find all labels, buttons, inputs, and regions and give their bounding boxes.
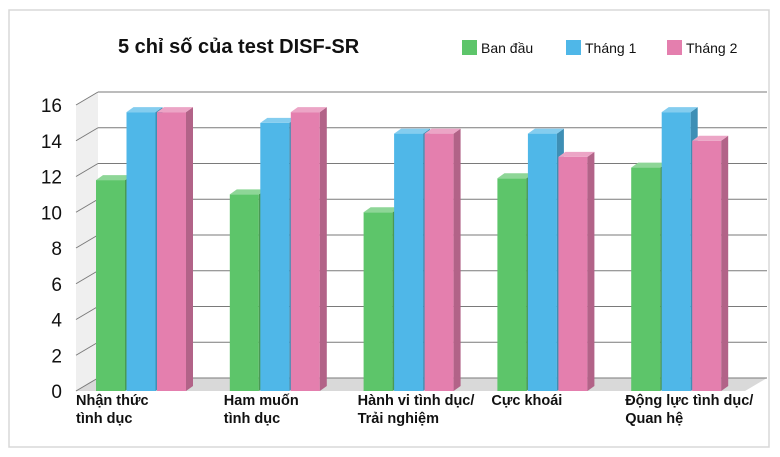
y-tick-label: 10 (41, 203, 62, 224)
x-tick-label: Nhận thức tình dục (76, 393, 149, 427)
bar-front (394, 133, 424, 391)
bar-top (661, 107, 698, 113)
legend-label: Tháng 2 (686, 40, 738, 56)
y-tick-label: 0 (51, 382, 62, 403)
x-tick-label: Động lực tình dục/Quan hệ (625, 393, 753, 427)
bar-top (96, 175, 132, 181)
x-tick-label: Ham muốn tình dục (224, 393, 299, 427)
y-tick-label: 12 (41, 168, 62, 189)
bar (290, 107, 327, 392)
bar-front (96, 180, 125, 391)
x-tick-label-line: Trải nghiệm (358, 411, 439, 427)
y-tick-label: 8 (51, 239, 62, 260)
bar-top (394, 128, 431, 134)
x-tick-label-line: tình dục (224, 411, 280, 427)
legend-label: Tháng 1 (585, 40, 637, 56)
bar-side (186, 107, 193, 392)
gridline-depth (75, 306, 99, 320)
gridline-depth (75, 127, 99, 142)
y-tick-label: 16 (41, 96, 62, 117)
bar-side (587, 151, 595, 391)
bar-front (290, 112, 320, 392)
x-tick-label: Hành vi tình dục/Trải nghiệm (358, 393, 475, 427)
bar (157, 107, 193, 392)
bar-front (424, 133, 454, 391)
bar-front (229, 194, 259, 391)
bar-top (363, 207, 400, 213)
legend: Ban đầu Tháng 1 Tháng 2 (462, 40, 738, 56)
bar (363, 207, 400, 391)
bar-top (157, 107, 193, 113)
legend-swatch (566, 40, 581, 55)
gridline-depth (75, 377, 99, 392)
y-tick-label: 14 (41, 132, 63, 153)
x-tick-label-line: Động lực tình dục/ (625, 393, 753, 409)
bar-top (558, 151, 595, 157)
bar-front (692, 140, 722, 391)
gridline-depth (75, 341, 99, 356)
legend-item: Tháng 2 (667, 40, 738, 56)
bar-front (260, 122, 290, 391)
bar (424, 128, 461, 391)
bar-side (721, 135, 729, 391)
x-tick-label-line: tình dục (76, 411, 132, 427)
bar-front (497, 178, 527, 391)
bar-front (558, 156, 588, 391)
chart-title: 5 chỉ số của test DISF-SR (118, 36, 360, 58)
y-tick-label: 6 (51, 275, 62, 296)
x-tick-label-line: Cực khoái (491, 393, 562, 409)
bar-top (527, 128, 564, 134)
gridline-depth (75, 198, 99, 213)
bar (558, 151, 595, 391)
bar-top (229, 189, 266, 195)
bar-top (290, 107, 327, 113)
bar-front (527, 133, 557, 391)
y-axis: 0 2 4 6 8 10 12 14 16 (41, 96, 63, 403)
gridline-depth (75, 163, 99, 177)
bars (96, 107, 729, 392)
gridline-depth (75, 270, 99, 285)
bar-top (692, 135, 729, 141)
x-tick-label-line: Ham muốn (224, 393, 299, 409)
bar-top (424, 128, 461, 134)
gridline-depth (75, 234, 99, 249)
gridline-depth (75, 91, 99, 106)
legend-item: Ban đầu (462, 40, 533, 56)
legend-swatch (462, 40, 477, 55)
x-tick-label-line: Nhận thức (76, 393, 149, 409)
bar-top (497, 173, 534, 179)
bar (692, 135, 729, 391)
x-tick-label-line: Hành vi tình dục/ (358, 393, 475, 409)
bar-front (661, 112, 691, 392)
bar-top (631, 162, 668, 168)
bar-top (126, 107, 163, 113)
bar-side (319, 107, 327, 392)
bar-top (260, 117, 297, 123)
y-tick-label: 2 (51, 346, 62, 367)
legend-swatch (667, 40, 682, 55)
x-tick-label: Cực khoái (491, 393, 562, 409)
bar-front (363, 212, 393, 391)
y-tick-label: 4 (51, 311, 62, 332)
bar-front (157, 112, 186, 392)
legend-label: Ban đầu (481, 40, 533, 56)
legend-item: Tháng 1 (566, 40, 637, 56)
x-axis-labels: Nhận thức tình dục Ham muốn tình dục Hành vi… (76, 393, 753, 427)
bar-front (126, 112, 156, 392)
bar-side (453, 128, 461, 391)
x-tick-label-line: Quan hệ (625, 411, 683, 427)
bar-front (631, 167, 661, 391)
